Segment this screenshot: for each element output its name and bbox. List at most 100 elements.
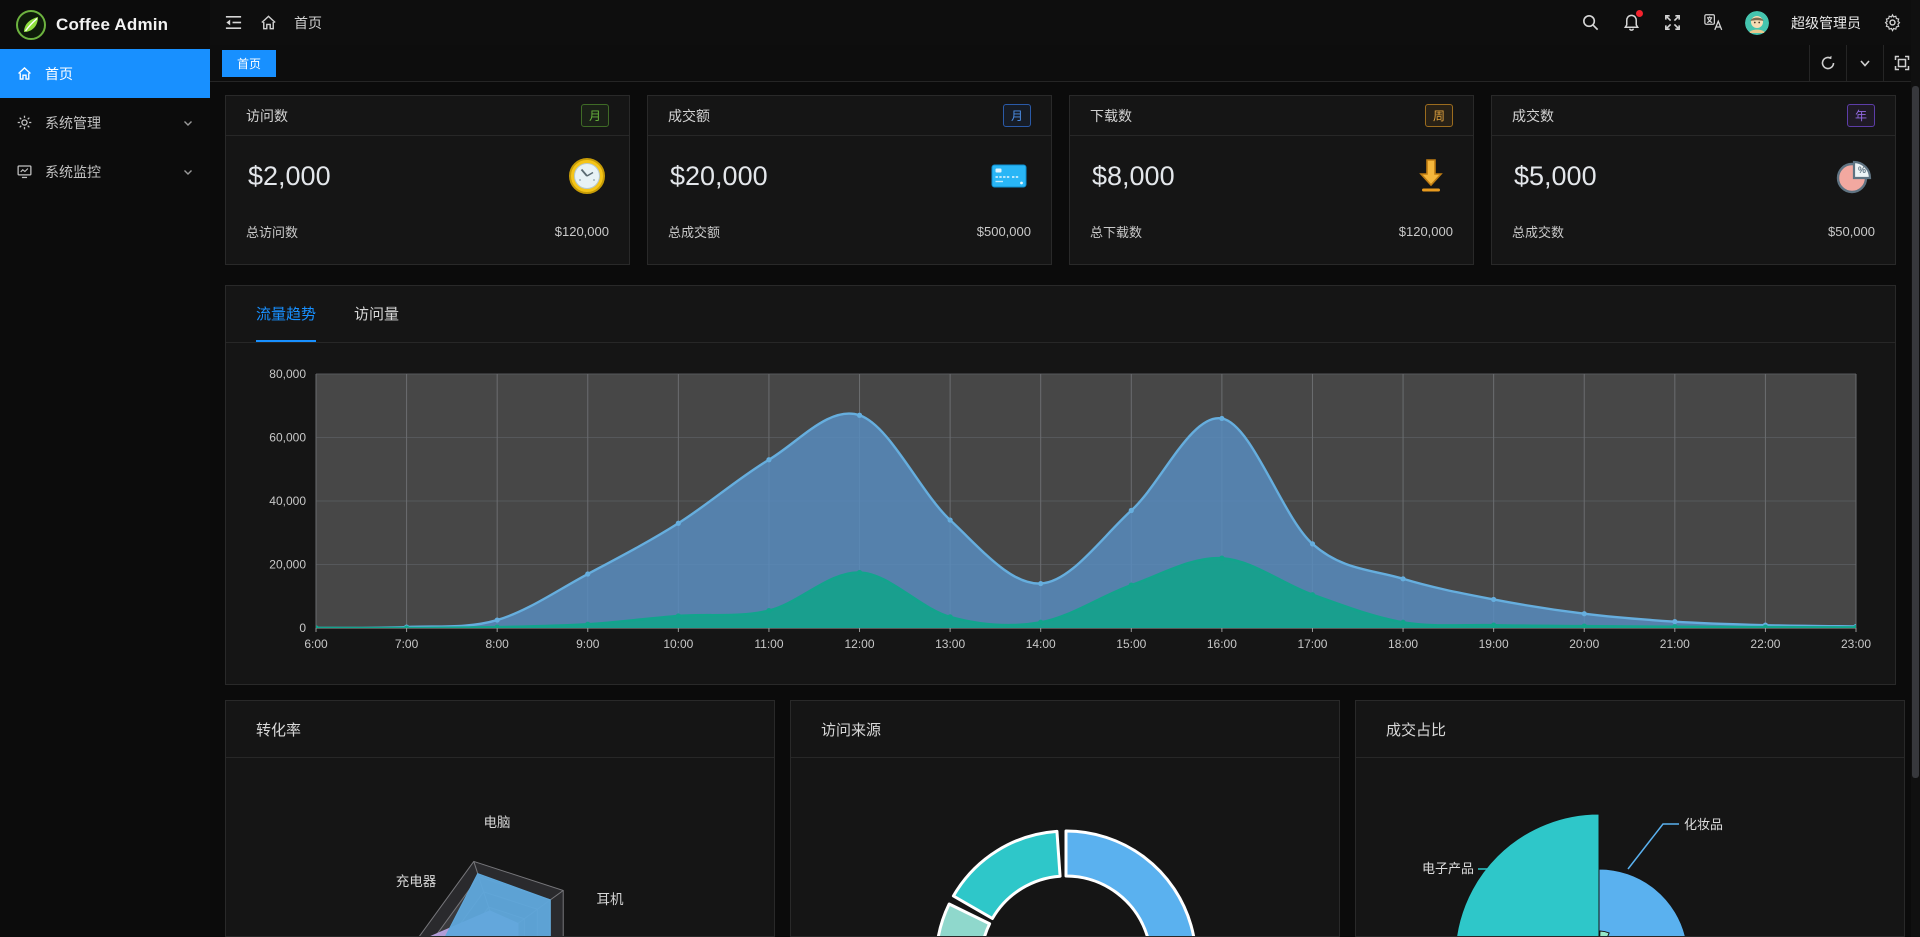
- page-scrollbar[interactable]: [1911, 0, 1920, 937]
- card-footer-label: 总下载数: [1090, 225, 1143, 240]
- conversion-radar-chart: 电脑充电器耳机: [226, 759, 774, 936]
- svg-text:60,000: 60,000: [269, 431, 306, 445]
- home-icon[interactable]: [259, 13, 278, 32]
- sidebar-item-label: 首页: [45, 65, 73, 82]
- stat-card-visits: 访问数 月 $2,000 总访问数 $120,000: [225, 95, 630, 265]
- card-value: $2,000: [248, 160, 331, 191]
- scrollbar-thumb[interactable]: [1912, 86, 1919, 778]
- stat-card-deal-amount: 成交额 月 $20,000 总成交额 $500,000: [647, 95, 1052, 265]
- svg-text:0: 0: [299, 621, 306, 635]
- svg-text:充电器: 充电器: [396, 874, 437, 889]
- period-badge: 周: [1424, 104, 1453, 127]
- svg-text:电脑: 电脑: [484, 815, 511, 830]
- stat-card-deal-count: 成交数 年 $5,000 % 总成交数 $50,000: [1491, 95, 1896, 265]
- sidebar-item-label: 系统管理: [45, 114, 101, 131]
- search-icon[interactable]: [1581, 13, 1600, 32]
- svg-text:19:00: 19:00: [1479, 637, 1509, 651]
- home-icon: [18, 67, 31, 80]
- breadcrumb[interactable]: 首页: [294, 14, 322, 31]
- svg-text:22:00: 22:00: [1750, 637, 1780, 651]
- svg-text:16:00: 16:00: [1207, 637, 1237, 651]
- gear-icon[interactable]: [1883, 13, 1902, 32]
- tab-bar: 首页: [210, 45, 1920, 82]
- svg-text:9:00: 9:00: [576, 637, 600, 651]
- card-value: $8,000: [1092, 160, 1175, 191]
- sidebar-item-system-admin[interactable]: 系统管理: [0, 98, 210, 147]
- svg-text:18:00: 18:00: [1388, 637, 1418, 651]
- refresh-icon[interactable]: [1809, 45, 1846, 81]
- panel-title: 成交占比: [1386, 721, 1447, 739]
- svg-text:7:00: 7:00: [395, 637, 419, 651]
- card-footer-value: $50,000: [1828, 224, 1875, 239]
- sidebar-item-label: 系统监控: [45, 163, 101, 180]
- svg-text:11:00: 11:00: [754, 637, 783, 651]
- card-footer-label: 总成交数: [1512, 225, 1565, 240]
- chevron-down-icon[interactable]: [1846, 45, 1883, 81]
- credit-card-icon: [991, 164, 1027, 188]
- svg-text:13:00: 13:00: [935, 637, 965, 651]
- card-footer-label: 总成交额: [668, 225, 721, 240]
- sidebar-item-system-monitor[interactable]: 系统监控: [0, 147, 210, 196]
- card-value: $5,000: [1514, 160, 1597, 191]
- svg-text:14:00: 14:00: [1026, 637, 1056, 651]
- svg-text:12:00: 12:00: [845, 637, 875, 651]
- chevron-down-icon: [184, 169, 192, 175]
- tab-traffic-trend[interactable]: 流量趋势: [256, 286, 317, 342]
- bell-icon[interactable]: [1622, 10, 1643, 32]
- panel-title: 访问来源: [821, 721, 882, 739]
- menu-fold-icon[interactable]: [224, 13, 243, 32]
- period-badge: 月: [580, 104, 609, 127]
- svg-text:20:00: 20:00: [1569, 637, 1599, 651]
- svg-text:电子产品: 电子产品: [1422, 861, 1474, 876]
- maximize-icon[interactable]: [1883, 45, 1920, 81]
- monitor-icon: [17, 165, 32, 179]
- card-title: 成交额: [668, 107, 710, 124]
- svg-text:80,000: 80,000: [269, 367, 306, 381]
- traffic-area-chart: 0 20,000 40,000 60,000 80,000 6:00 7:00 8:00 9:0…: [226, 344, 1895, 684]
- leaf-logo-icon: [16, 9, 46, 40]
- tab-home[interactable]: 首页: [222, 49, 277, 77]
- visit-source-donut-chart: [791, 759, 1339, 936]
- svg-text:6:00: 6:00: [304, 637, 328, 651]
- sidebar-item-home[interactable]: 首页: [0, 49, 210, 98]
- top-header: 首页: [210, 0, 1920, 45]
- traffic-trend-panel: 流量趋势 访问量 0 20,000 40,000 60,000 80,000 6:00 7:…: [225, 285, 1896, 685]
- app-title: Coffee Admin: [56, 14, 169, 34]
- period-badge: 年: [1846, 104, 1875, 127]
- logo[interactable]: Coffee Admin: [0, 0, 210, 49]
- svg-text:10:00: 10:00: [663, 637, 693, 651]
- svg-text:%: %: [1858, 165, 1866, 175]
- card-title: 成交数: [1512, 107, 1554, 124]
- conversion-panel: 转化率 电脑充电器耳机: [225, 700, 775, 937]
- svg-text:化妆品: 化妆品: [1684, 817, 1723, 832]
- card-footer-value: $500,000: [976, 224, 1031, 239]
- svg-text:耳机: 耳机: [597, 892, 625, 907]
- card-footer-value: $120,000: [1398, 224, 1453, 239]
- pie-icon: %: [1836, 160, 1872, 194]
- avatar[interactable]: [1745, 10, 1769, 35]
- stat-card-downloads: 下载数 周 $8,000 总下载数 $120,000: [1069, 95, 1474, 265]
- svg-text:40,000: 40,000: [269, 494, 306, 508]
- svg-text:8:00: 8:00: [485, 637, 509, 651]
- panel-title: 转化率: [256, 721, 302, 739]
- card-title: 访问数: [246, 107, 288, 124]
- download-icon: [1419, 159, 1443, 192]
- period-badge: 月: [1002, 104, 1031, 127]
- fullscreen-icon[interactable]: [1663, 13, 1682, 32]
- sidebar: Coffee Admin 首页 系统管理: [0, 0, 210, 937]
- svg-text:23:00: 23:00: [1841, 637, 1871, 651]
- svg-text:17:00: 17:00: [1297, 637, 1327, 651]
- tab-visit-volume[interactable]: 访问量: [354, 305, 400, 323]
- visit-source-panel: 访问来源: [790, 700, 1340, 937]
- card-footer-value: $120,000: [554, 224, 609, 239]
- chevron-down-icon: [184, 120, 192, 126]
- translate-icon[interactable]: [1704, 13, 1723, 32]
- clock-icon: [569, 158, 605, 194]
- gear-icon: [17, 115, 32, 130]
- username[interactable]: 超级管理员: [1791, 14, 1861, 31]
- card-title: 下载数: [1090, 107, 1132, 124]
- svg-text:15:00: 15:00: [1116, 637, 1146, 651]
- deal-share-pie-chart: 化妆品电子产品: [1356, 759, 1904, 936]
- card-value: $20,000: [670, 160, 768, 191]
